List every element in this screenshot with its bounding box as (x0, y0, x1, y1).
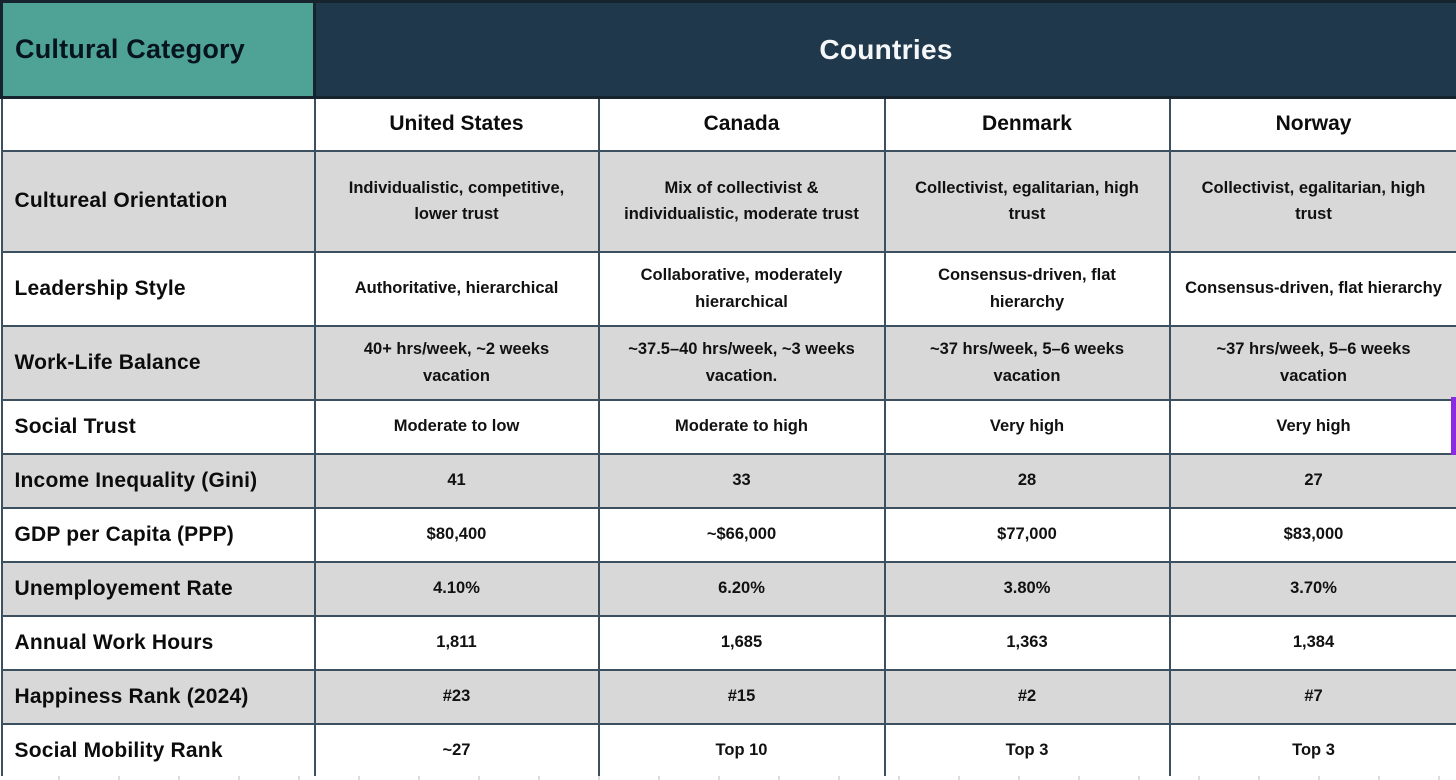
row-label: Unemployement Rate (0, 560, 316, 617)
cell-canada: Collaborative, moderately hierarchical (597, 250, 886, 327)
cell-united-states: 4.10% (313, 560, 600, 617)
cell-norway: 1,384 (1168, 614, 1456, 671)
row-label: Work-Life Balance (0, 324, 316, 401)
cell-united-states: ~27 (313, 722, 600, 779)
cell-canada: ~$66,000 (597, 506, 886, 563)
cell-norway: #7 (1168, 668, 1456, 725)
row-label: Social Mobility Rank (0, 722, 316, 779)
row-label: GDP per Capita (PPP) (0, 506, 316, 563)
table-row: GDP per Capita (PPP) $80,400 ~$66,000 $77,0… (0, 506, 1456, 563)
table-row: Cultureal Orientation Individualistic, co… (0, 149, 1456, 253)
cell-norway: ~37 hrs/week, 5–6 weeks vacation (1168, 324, 1456, 401)
cell-denmark: #2 (883, 668, 1171, 725)
cell-norway: Collectivist, egalitarian, high trust (1168, 149, 1456, 253)
cell-norway: 27 (1168, 452, 1456, 509)
cell-norway: $83,000 (1168, 506, 1456, 563)
cell-denmark: 28 (883, 452, 1171, 509)
cell-denmark: $77,000 (883, 506, 1171, 563)
cell-united-states: Individualistic, competitive, lower trus… (313, 149, 600, 253)
row-label: Cultureal Orientation (0, 149, 316, 253)
cell-united-states: #23 (313, 668, 600, 725)
cell-canada: Moderate to high (597, 398, 886, 455)
cell-norway: 3.70% (1168, 560, 1456, 617)
cell-canada: #15 (597, 668, 886, 725)
countries-header: Countries (312, 0, 1456, 99)
table-row: Leadership Style Authoritative, hierarchi… (0, 250, 1456, 327)
column-header-canada: Canada (597, 96, 886, 152)
cell-denmark: Collectivist, egalitarian, high trust (883, 149, 1171, 253)
cell-united-states: 40+ hrs/week, ~2 weeks vacation (313, 324, 600, 401)
cell-norway: Top 3 (1168, 722, 1456, 779)
corner-cell (0, 96, 316, 152)
column-header-united-states: United States (313, 96, 600, 152)
cell-united-states: 1,811 (313, 614, 600, 671)
cell-canada: ~37.5–40 hrs/week, ~3 weeks vacation. (597, 324, 886, 401)
cell-united-states: Authoritative, hierarchical (313, 250, 600, 327)
cell-selection-highlight (1451, 397, 1456, 455)
row-label: Income Inequality (Gini) (0, 452, 316, 509)
column-header-norway: Norway (1168, 96, 1456, 152)
cell-denmark: 3.80% (883, 560, 1171, 617)
row-label: Happiness Rank (2024) (0, 668, 316, 725)
cell-norway: Very high (1168, 398, 1456, 455)
cell-united-states: $80,400 (313, 506, 600, 563)
row-label: Leadership Style (0, 250, 316, 327)
cell-canada: 6.20% (597, 560, 886, 617)
cell-denmark: Consensus-driven, flat hierarchy (883, 250, 1171, 327)
cell-united-states: 41 (313, 452, 600, 509)
header-band: Cultural Category Countries (0, 0, 1456, 99)
cell-canada: Top 10 (597, 722, 886, 779)
cell-denmark: 1,363 (883, 614, 1171, 671)
cell-canada: Mix of collectivist & individualistic, m… (597, 149, 886, 253)
column-header-denmark: Denmark (883, 96, 1171, 152)
row-label: Social Trust (0, 398, 316, 455)
cell-united-states: Moderate to low (313, 398, 600, 455)
cell-denmark: Very high (883, 398, 1171, 455)
cultural-category-header: Cultural Category (0, 0, 316, 99)
table-row: Work-Life Balance 40+ hrs/week, ~2 weeks … (0, 324, 1456, 401)
cell-denmark: Top 3 (883, 722, 1171, 779)
next-row-peek (0, 776, 1456, 780)
row-label: Annual Work Hours (0, 614, 316, 671)
table-body: Cultureal Orientation Individualistic, co… (0, 149, 1456, 779)
table-row: Unemployement Rate 4.10% 6.20% 3.80% 3.70% (0, 560, 1456, 617)
table-row: Annual Work Hours 1,811 1,685 1,363 1,384 (0, 614, 1456, 671)
country-header-row: United States Canada Denmark Norway (0, 96, 1456, 152)
table-row: Happiness Rank (2024) #23 #15 #2 #7 (0, 668, 1456, 725)
table-row: Social Mobility Rank ~27 Top 10 Top 3 Top 3 (0, 722, 1456, 779)
table-row: Social Trust Moderate to low Moderate to h… (0, 398, 1456, 455)
cell-canada: 33 (597, 452, 886, 509)
cell-canada: 1,685 (597, 614, 886, 671)
cell-denmark: ~37 hrs/week, 5–6 weeks vacation (883, 324, 1171, 401)
cell-norway: Consensus-driven, flat hierarchy (1168, 250, 1456, 327)
table-row: Income Inequality (Gini) 41 33 28 27 (0, 452, 1456, 509)
